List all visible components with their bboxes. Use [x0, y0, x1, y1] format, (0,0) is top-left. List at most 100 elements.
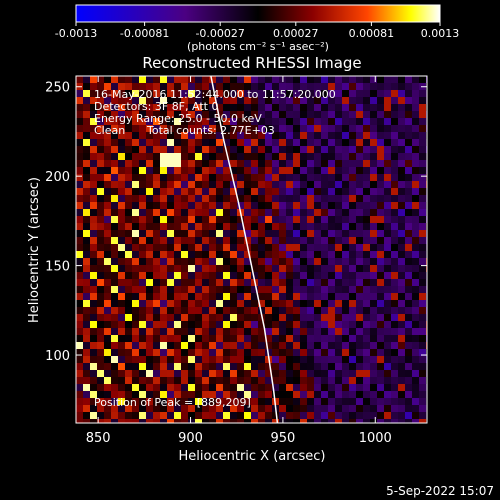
heatmap-cell — [230, 97, 237, 104]
heatmap-cell — [293, 314, 300, 321]
heatmap-cell — [405, 104, 412, 111]
heatmap-cell — [230, 90, 237, 97]
heatmap-cell — [125, 279, 132, 286]
heatmap-cell — [188, 286, 195, 293]
heatmap-cell — [328, 90, 335, 97]
heatmap-cell — [104, 300, 111, 307]
heatmap-cell — [405, 76, 412, 83]
heatmap-cell — [377, 237, 384, 244]
heatmap-cell — [370, 405, 377, 412]
heatmap-cell — [391, 328, 398, 335]
heatmap-cell — [300, 328, 307, 335]
heatmap-cell — [90, 398, 97, 405]
heatmap-cell — [118, 405, 125, 412]
heatmap-cell — [97, 377, 104, 384]
heatmap-cell — [139, 118, 146, 125]
heatmap-cell — [279, 349, 286, 356]
heatmap-cell — [167, 230, 174, 237]
heatmap-cell — [335, 419, 342, 423]
heatmap-cell — [419, 202, 426, 209]
heatmap-cell — [83, 223, 90, 230]
heatmap-cell — [118, 111, 125, 118]
heatmap-cell — [139, 132, 146, 139]
heatmap-cell — [412, 167, 419, 174]
heatmap-cell — [83, 181, 90, 188]
heatmap-cell — [293, 125, 300, 132]
heatmap-cell — [202, 146, 209, 153]
heatmap-cell — [335, 216, 342, 223]
heatmap-cell — [223, 272, 230, 279]
heatmap-cell — [300, 97, 307, 104]
heatmap-cell — [314, 314, 321, 321]
heatmap-cell — [111, 314, 118, 321]
heatmap-cell — [202, 97, 209, 104]
heatmap-cell — [307, 363, 314, 370]
heatmap-cell — [195, 146, 202, 153]
heatmap-cell — [167, 391, 174, 398]
heatmap-cell — [398, 97, 405, 104]
heatmap-cell — [153, 405, 160, 412]
heatmap-cell — [419, 356, 426, 363]
heatmap-cell — [335, 377, 342, 384]
heatmap-cell — [370, 90, 377, 97]
heatmap-cell — [419, 146, 426, 153]
heatmap-cell — [335, 132, 342, 139]
heatmap-cell — [356, 293, 363, 300]
heatmap-cell — [391, 237, 398, 244]
heatmap-cell — [363, 328, 370, 335]
heatmap-cell — [195, 321, 202, 328]
heatmap-cell — [195, 188, 202, 195]
heatmap-cell — [139, 160, 146, 167]
heatmap-cell — [356, 146, 363, 153]
heatmap-cell — [230, 321, 237, 328]
heatmap-cell — [293, 412, 300, 419]
heatmap-cell — [258, 398, 265, 405]
heatmap-cell — [181, 216, 188, 223]
heatmap-cell — [83, 300, 90, 307]
heatmap-cell — [216, 132, 223, 139]
heatmap-cell — [104, 384, 111, 391]
heatmap-cell — [223, 167, 230, 174]
heatmap-cell — [307, 216, 314, 223]
heatmap-cell — [279, 160, 286, 167]
heatmap-cell — [412, 300, 419, 307]
heatmap-cell — [83, 174, 90, 181]
heatmap-cell — [195, 286, 202, 293]
heatmap-cell — [223, 111, 230, 118]
heatmap-cell — [83, 230, 90, 237]
heatmap-cell — [342, 314, 349, 321]
heatmap-cell — [279, 125, 286, 132]
heatmap-cell — [349, 111, 356, 118]
heatmap-cell — [314, 209, 321, 216]
heatmap-cell — [363, 251, 370, 258]
heatmap-cell — [279, 202, 286, 209]
heatmap-cell — [202, 132, 209, 139]
heatmap-cell — [90, 391, 97, 398]
heatmap-cell — [391, 335, 398, 342]
heatmap-cell — [300, 188, 307, 195]
heatmap-cell — [377, 139, 384, 146]
heatmap-cell — [349, 209, 356, 216]
heatmap-cell — [174, 405, 181, 412]
heatmap-cell — [202, 195, 209, 202]
heatmap-cell — [188, 419, 195, 423]
heatmap-cell — [125, 90, 132, 97]
heatmap-cell — [209, 237, 216, 244]
heatmap-cell — [419, 342, 426, 349]
heatmap-cell — [104, 412, 111, 419]
heatmap-cell — [300, 342, 307, 349]
heatmap-cell — [146, 216, 153, 223]
heatmap-cell — [188, 412, 195, 419]
heatmap-cell — [139, 293, 146, 300]
heatmap-cell — [321, 258, 328, 265]
heatmap-cell — [230, 132, 237, 139]
heatmap-cell — [419, 223, 426, 230]
heatmap-cell — [97, 83, 104, 90]
heatmap-cell — [307, 258, 314, 265]
heatmap-cell — [370, 377, 377, 384]
heatmap-cell — [230, 314, 237, 321]
heatmap-cell — [216, 272, 223, 279]
heatmap-cell — [321, 370, 328, 377]
heatmap-cell — [111, 223, 118, 230]
heatmap-cell — [258, 167, 265, 174]
